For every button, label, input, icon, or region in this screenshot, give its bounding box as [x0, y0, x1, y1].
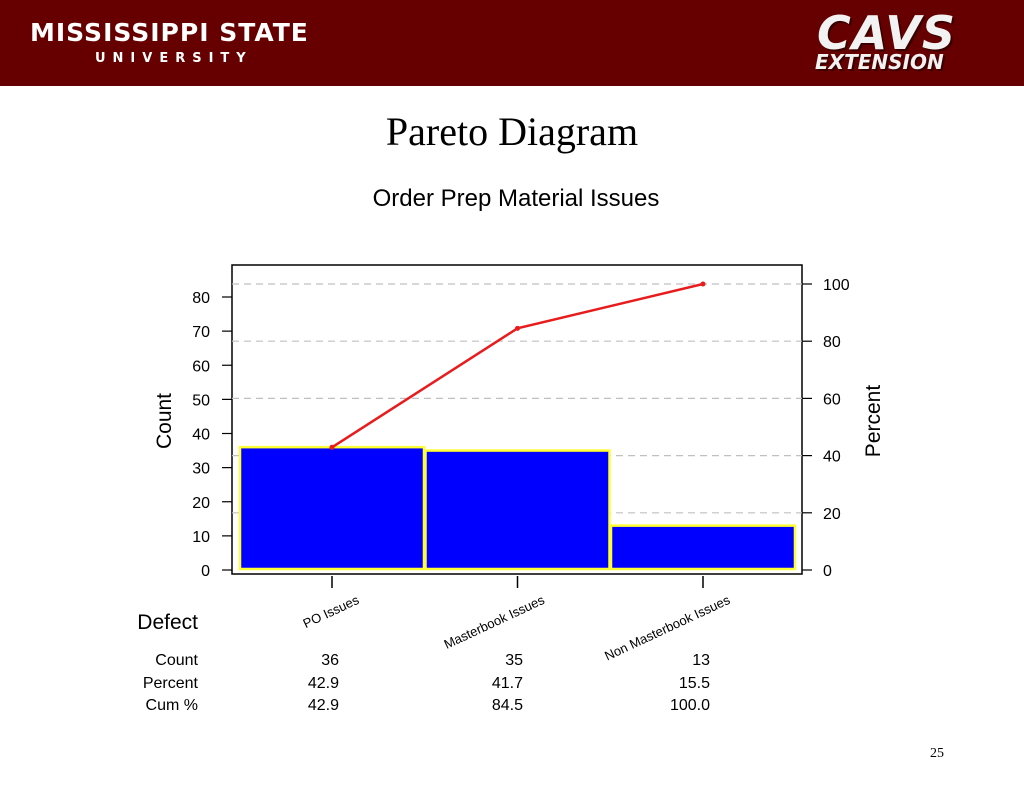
- cumulative-point: [700, 281, 706, 287]
- x-tick-label: PO Issues: [301, 592, 362, 631]
- cum-percent-cell: 42.9: [308, 697, 339, 714]
- bar: [609, 524, 797, 571]
- university-name: MISSISSIPPI STATE: [30, 18, 309, 47]
- y2-tick-label: 100: [823, 277, 850, 294]
- y2-tick-label: 20: [823, 506, 841, 523]
- cumulative-point: [329, 444, 335, 450]
- header-banner: MISSISSIPPI STATE UNIVERSITY CAVS EXTENS…: [0, 0, 1024, 86]
- defect-row-label: Defect: [137, 611, 198, 634]
- y-tick-label: 10: [192, 529, 210, 546]
- y2-tick-label: 0: [823, 563, 832, 580]
- count-cell: 35: [505, 652, 523, 669]
- y-tick-label: 60: [192, 358, 210, 375]
- percent-row-label: Percent: [143, 675, 199, 692]
- chart-subtitle: Order Prep Material Issues: [373, 185, 660, 212]
- y2-tick-label: 80: [823, 334, 841, 351]
- cum-percent-cell: 84.5: [492, 697, 523, 714]
- y-tick-label: 30: [192, 461, 210, 478]
- y2-tick-label: 60: [823, 391, 841, 408]
- slide-title: Pareto Diagram: [385, 109, 639, 154]
- count-cell: 36: [321, 652, 339, 669]
- y-tick-label: 40: [192, 427, 210, 444]
- bar: [424, 449, 611, 571]
- extension-logo: EXTENSION: [815, 50, 944, 74]
- y-tick-label: 20: [192, 495, 210, 512]
- page-number: 25: [930, 746, 944, 761]
- y2-axis-label: Percent: [862, 385, 885, 458]
- y-tick-label: 50: [192, 392, 210, 409]
- count-cell: 13: [692, 652, 710, 669]
- cum-row-label: Cum %: [146, 697, 198, 714]
- cum-percent-cell: 100.0: [670, 697, 710, 714]
- percent-cell: 42.9: [308, 675, 339, 692]
- y-tick-label: 80: [192, 290, 210, 307]
- university-subtitle: UNIVERSITY: [95, 51, 253, 66]
- x-tick-label: Masterbook Issues: [442, 592, 548, 652]
- percent-cell: 15.5: [679, 675, 710, 692]
- y-tick-label: 0: [201, 563, 210, 580]
- y2-tick-label: 40: [823, 449, 841, 466]
- bar: [238, 445, 426, 571]
- count-row-label: Count: [155, 652, 198, 669]
- percent-cell: 41.7: [492, 675, 523, 692]
- y-axis-label: Count: [153, 393, 176, 449]
- cavs-logo: CAVS: [817, 6, 956, 60]
- cumulative-point: [515, 325, 520, 331]
- y-tick-label: 70: [192, 324, 210, 341]
- plot-frame: [231, 264, 803, 575]
- x-tick-label: Non Masterbook Issues: [602, 592, 733, 664]
- cumulative-line: [331, 282, 704, 449]
